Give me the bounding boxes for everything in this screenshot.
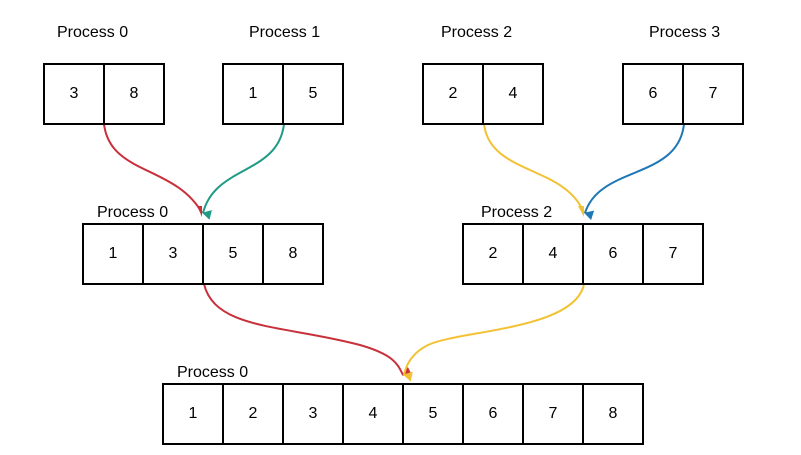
middle-process-2: Process 2 2 4 6 7: [463, 204, 703, 284]
middle-process-2-cell-0-value: 2: [489, 245, 498, 262]
top-process-3-label: Process 3: [649, 24, 720, 41]
middle-process-2-cell-2-value: 6: [609, 245, 618, 262]
arrow-top-p1-to-middle-p0: [203, 124, 284, 213]
bottom-process-0-cell-1-value: 2: [249, 405, 258, 422]
top-process-0-label: Process 0: [57, 24, 128, 41]
bottom-process-0-cell-2-value: 3: [309, 405, 318, 422]
bottom-process-0-cell-6-value: 7: [549, 405, 558, 422]
top-process-2-cell-1-value: 4: [509, 85, 518, 102]
middle-process-0: Process 0 1 3 5 8: [83, 204, 323, 284]
bottom-process-0-cell-3-value: 4: [369, 405, 378, 422]
arrow-middle-p0-to-bottom-p0: [204, 284, 403, 375]
bottom-process-0-cell-7-value: 8: [609, 405, 618, 422]
top-process-3-cell-1-value: 7: [709, 85, 718, 102]
middle-process-0-cell-2-value: 5: [229, 245, 238, 262]
middle-process-2-cell-3-value: 7: [669, 245, 678, 262]
top-process-1-label: Process 1: [249, 24, 320, 41]
arrow-top-p2-to-middle-p2: [484, 124, 584, 213]
top-process-3-cell-0-value: 6: [649, 85, 658, 102]
middle-process-0-cell-0-value: 1: [109, 245, 118, 262]
top-process-3: Process 3 6 7: [623, 24, 743, 124]
top-process-0: Process 0 3 8: [44, 24, 164, 124]
bottom-process-0-cell-5-value: 6: [489, 405, 498, 422]
middle-process-2-cell-1-value: 4: [549, 245, 558, 262]
bottom-process-0-label: Process 0: [177, 364, 248, 381]
arrow-middle-p2-to-bottom-p0: [404, 284, 584, 375]
top-process-1: Process 1 1 5: [223, 24, 343, 124]
top-process-1-cell-1-value: 5: [309, 85, 318, 102]
arrow-top-p3-to-middle-p2: [585, 124, 684, 213]
arrowhead-red-top: [197, 206, 202, 217]
top-process-1-cell-0-value: 1: [249, 85, 258, 102]
top-process-2: Process 2 2 4: [423, 24, 543, 124]
middle-process-0-label: Process 0: [97, 204, 168, 221]
top-process-0-cell-0-value: 3: [70, 85, 79, 102]
top-process-2-cell-0-value: 2: [449, 85, 458, 102]
top-process-0-cell-1-value: 8: [130, 85, 139, 102]
bottom-process-0: Process 0 1 2 3 4 5 6 7 8: [163, 364, 643, 444]
middle-process-0-cell-1-value: 3: [169, 245, 178, 262]
arrow-top-p0-to-middle-p0: [104, 124, 202, 213]
arrowhead-yellow-top: [578, 206, 584, 217]
top-process-2-label: Process 2: [441, 24, 512, 41]
middle-process-0-cell-3-value: 8: [289, 245, 298, 262]
middle-process-2-label: Process 2: [481, 204, 552, 221]
bottom-process-0-cell-0-value: 1: [189, 405, 198, 422]
bottom-process-0-cell-4-value: 5: [429, 405, 438, 422]
